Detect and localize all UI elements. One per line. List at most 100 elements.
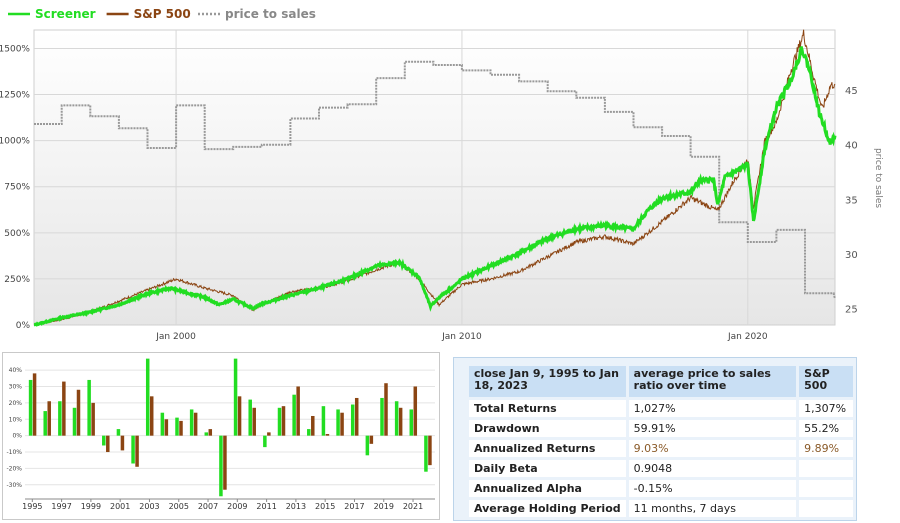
stat-label: Daily Beta — [469, 460, 626, 477]
bar-x-tick-label: 2015 — [315, 502, 335, 511]
bar-s-p-500-2016 — [340, 412, 344, 436]
y2-axis-label: price to sales — [873, 148, 883, 208]
bar-s-p-500-2022 — [428, 435, 432, 466]
stat-screener-value: -0.15% — [628, 480, 797, 497]
bar-screener-2018 — [365, 435, 370, 456]
bar-s-p-500-2011 — [267, 432, 271, 436]
bar-screener-1998 — [72, 407, 77, 436]
bar-screener-2000 — [102, 435, 106, 446]
stat-sp500-value — [799, 460, 853, 477]
bar-s-p-500-2015 — [325, 434, 330, 436]
bar-s-p-500-2018 — [369, 435, 374, 444]
bar-s-p-500-2021 — [413, 386, 418, 436]
stat-label: Annualized Alpha — [469, 480, 626, 497]
bar-s-p-500-2001 — [120, 435, 125, 451]
legend-label-screener: Screener — [35, 7, 96, 21]
bar-x-tick-label: 1995 — [22, 502, 42, 511]
statistics-header-row: close Jan 9, 1995 to Jan 18, 2023 averag… — [469, 366, 853, 397]
bar-y-tick-label: 20% — [9, 400, 23, 407]
bar-y-tick-label: 40% — [9, 367, 23, 374]
y2-tick-label: 30 — [845, 250, 858, 261]
y-tick-label: 250% — [4, 275, 30, 285]
annual-returns-panel: 40% 30% 20% 10% 0% -10% -20% -30% 1995 1997 1999 20… — [2, 352, 440, 520]
bar-y-tick-label: 10% — [9, 416, 23, 423]
stat-screener-value: 0.9048 — [628, 460, 797, 477]
bar-x-tick-label: 2005 — [169, 502, 189, 511]
bar-y-tick-label: 30% — [9, 383, 23, 390]
bar-x-tick-label: 2019 — [374, 502, 394, 511]
stat-row-annualized-returns: Annualized Returns 9.03% 9.89% — [469, 440, 853, 457]
bar-x-tick-label: 1999 — [81, 502, 101, 511]
stat-row-total-returns: Total Returns 1,027% 1,307% — [469, 400, 853, 417]
bar-screener-1996 — [43, 411, 47, 436]
bar-s-p-500-2013 — [296, 386, 300, 436]
x-tick-label: Jan 2000 — [155, 332, 196, 342]
stat-sp500-value: 1,307% — [799, 400, 853, 417]
bar-screener-2004 — [160, 412, 165, 436]
bar-s-p-500-2012 — [281, 406, 286, 436]
bar-s-p-500-2006 — [193, 412, 198, 436]
bar-screener-2012 — [277, 407, 282, 436]
bar-screener-1997 — [58, 401, 62, 436]
stat-label: Average Number of — [469, 520, 626, 521]
bar-s-p-500-2019 — [384, 383, 388, 436]
stat-row-average-number-of: Average Number of3,857 — [469, 520, 853, 521]
x-tick-label: Jan 2010 — [441, 332, 482, 342]
y-tick-label: 750% — [4, 183, 30, 193]
y-tick-label: 1000% — [0, 137, 30, 147]
bar-s-p-500-1995 — [32, 373, 37, 436]
bar-s-p-500-2014 — [311, 415, 315, 436]
stat-sp500-value — [799, 520, 853, 521]
sp500-header: S&P 500 — [799, 366, 853, 397]
bar-x-tick-label: 2009 — [227, 502, 247, 511]
bar-s-p-500-2009 — [237, 396, 242, 436]
bar-screener-2019 — [380, 397, 384, 436]
legend-label-price-to-sales: price to sales — [225, 7, 316, 21]
bar-screener-2008 — [219, 435, 223, 497]
bar-s-p-500-2007 — [208, 429, 213, 436]
bar-screener-2001 — [116, 429, 121, 436]
bar-screener-2009 — [233, 358, 238, 436]
bar-s-p-500-2003 — [149, 396, 154, 436]
bar-x-tick-label: 2021 — [403, 502, 423, 511]
statistics-table: close Jan 9, 1995 to Jan 18, 2023 averag… — [466, 363, 856, 521]
performance-line-chart: Screener S&P 500 price to sales 0% 250% 500% 7… — [0, 7, 883, 342]
period-header: close Jan 9, 1995 to Jan 18, 2023 — [469, 366, 626, 397]
bar-x-tick-label: 1997 — [51, 502, 71, 511]
y2-tick-label: 40 — [845, 141, 858, 152]
bar-screener-2017 — [350, 404, 355, 436]
stat-screener-value: 9.03% — [628, 440, 797, 457]
stat-row-average-holding-period: Average Holding Period 11 months, 7 days — [469, 500, 853, 517]
bar-s-p-500-2005 — [179, 420, 183, 436]
bar-s-p-500-1997 — [62, 381, 66, 436]
series-line-sp500 — [33, 29, 836, 326]
stat-screener-value: 3,857 — [629, 520, 797, 521]
bar-screener-2003 — [145, 358, 150, 436]
bar-x-tick-label: 2003 — [139, 502, 159, 511]
bar-screener-2011 — [263, 435, 267, 448]
bar-y-tick-label: -20% — [6, 465, 22, 472]
stat-sp500-value — [799, 480, 853, 497]
stat-sp500-value: 9.89% — [799, 440, 853, 457]
bar-screener-2015 — [321, 406, 326, 436]
y2-tick-label: 45 — [845, 86, 858, 97]
bar-y-tick-label: 0% — [12, 433, 22, 440]
statistics-body: Total Returns 1,027% 1,307% Drawdown 59.91% 5… — [469, 400, 853, 521]
bar-screener-2006 — [189, 409, 194, 436]
stat-sp500-value: 55.2% — [799, 420, 853, 437]
stat-label: Annualized Returns — [469, 440, 626, 457]
y-tick-label: 1250% — [0, 91, 30, 101]
stat-label: Average Holding Period — [469, 500, 626, 517]
series-line-price-to-sales — [34, 60, 836, 300]
bar-s-p-500-1999 — [91, 402, 95, 436]
stat-screener-value: 59.91% — [628, 420, 797, 437]
screener-header: average price to sales ratio over time — [628, 366, 797, 397]
stat-screener-value: 1,027% — [628, 400, 797, 417]
y2-tick-label: 35 — [845, 195, 858, 206]
annual-returns-bar-chart: 40% 30% 20% 10% 0% -10% -20% -30% 1995 1997 1999 20… — [6, 358, 435, 511]
bar-s-p-500-2017 — [354, 397, 359, 436]
bar-s-p-500-2008 — [223, 435, 227, 490]
stat-row-drawdown: Drawdown 59.91% 55.2% — [469, 420, 853, 437]
bar-screener-1999 — [87, 379, 91, 436]
bar-s-p-500-2010 — [252, 407, 256, 436]
